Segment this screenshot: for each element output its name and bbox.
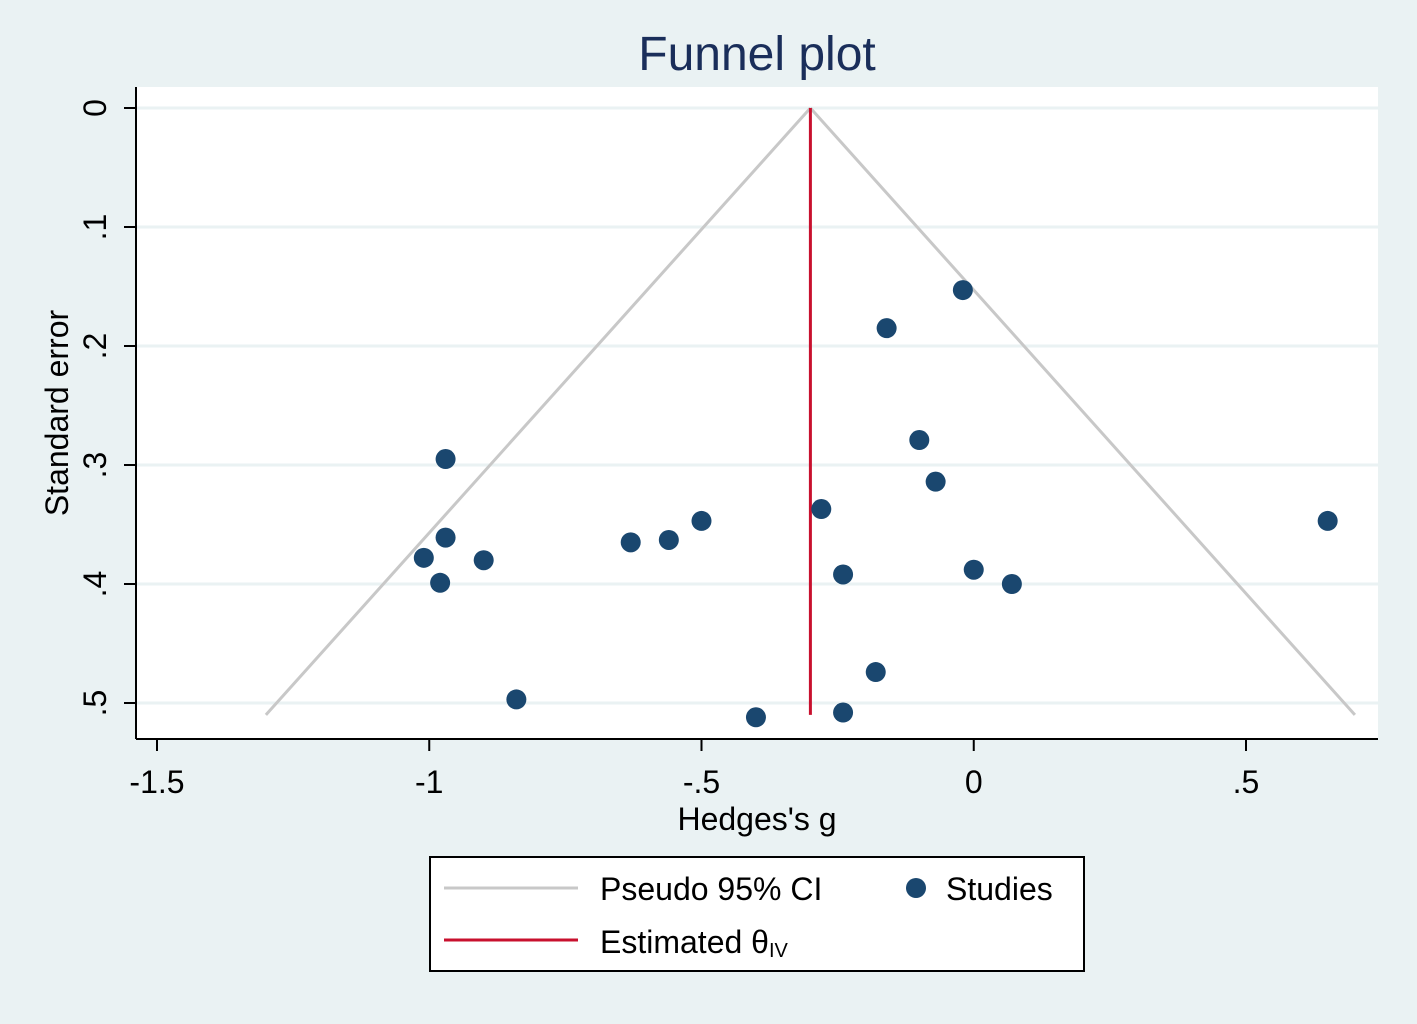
x-axis-ticks: -1.5 -1 -.5 0 .5 xyxy=(129,739,1259,800)
legend-ci-label: Pseudo 95% CI xyxy=(600,871,822,907)
x-tick-label: -1.5 xyxy=(129,764,184,800)
study-point xyxy=(865,662,886,683)
study-point xyxy=(413,547,434,568)
legend-estimate-subscript: IV xyxy=(769,940,789,962)
y-tick-label: 0 xyxy=(77,99,113,117)
study-point xyxy=(658,529,679,550)
legend-studies-label: Studies xyxy=(946,871,1053,907)
legend: Pseudo 95% CI Studies Estimated θIV xyxy=(429,856,1085,972)
grid-lines xyxy=(136,106,1378,705)
y-tick-label: .5 xyxy=(77,690,113,717)
legend-estimate-label: Estimated θIV xyxy=(600,924,789,962)
study-point xyxy=(691,510,712,531)
study-point xyxy=(745,707,766,728)
x-tick-label: 0 xyxy=(965,764,983,800)
axes xyxy=(135,87,1378,740)
y-axis-ticks: 0 .1 .2 .3 .4 .5 xyxy=(77,99,136,716)
study-point xyxy=(952,280,973,301)
study-point xyxy=(811,499,832,520)
study-point xyxy=(1317,510,1338,531)
study-point xyxy=(876,318,897,339)
y-tick-label: .4 xyxy=(77,571,113,598)
x-tick-label: -.5 xyxy=(683,764,720,800)
legend-studies-marker xyxy=(906,878,926,898)
study-point xyxy=(430,572,451,593)
legend-box xyxy=(429,856,1085,972)
ci-right-line xyxy=(809,106,1357,716)
study-point xyxy=(435,527,456,548)
study-point xyxy=(909,430,930,451)
chart-title: Funnel plot xyxy=(638,28,876,81)
study-point xyxy=(833,702,854,723)
y-tick-label: .2 xyxy=(77,333,113,360)
y-tick-label: .1 xyxy=(77,214,113,241)
y-tick-label: .3 xyxy=(77,452,113,479)
study-point xyxy=(963,559,984,580)
ci-left-line xyxy=(264,106,812,716)
study-point xyxy=(1001,574,1022,594)
study-point xyxy=(620,532,641,553)
study-point xyxy=(473,550,494,571)
study-point xyxy=(506,689,527,710)
study-point xyxy=(435,449,456,470)
x-axis-title: Hedges's g xyxy=(677,801,836,837)
study-points xyxy=(413,280,1338,728)
legend-estimate-text: Estimated θ xyxy=(600,924,769,960)
plot-area xyxy=(136,87,1378,739)
study-point xyxy=(925,471,946,492)
pseudo-ci-lines xyxy=(264,106,1357,716)
study-point xyxy=(833,564,854,585)
y-axis-title: Standard error xyxy=(39,309,75,516)
x-tick-label: -1 xyxy=(415,764,443,800)
x-tick-label: .5 xyxy=(1233,764,1260,800)
